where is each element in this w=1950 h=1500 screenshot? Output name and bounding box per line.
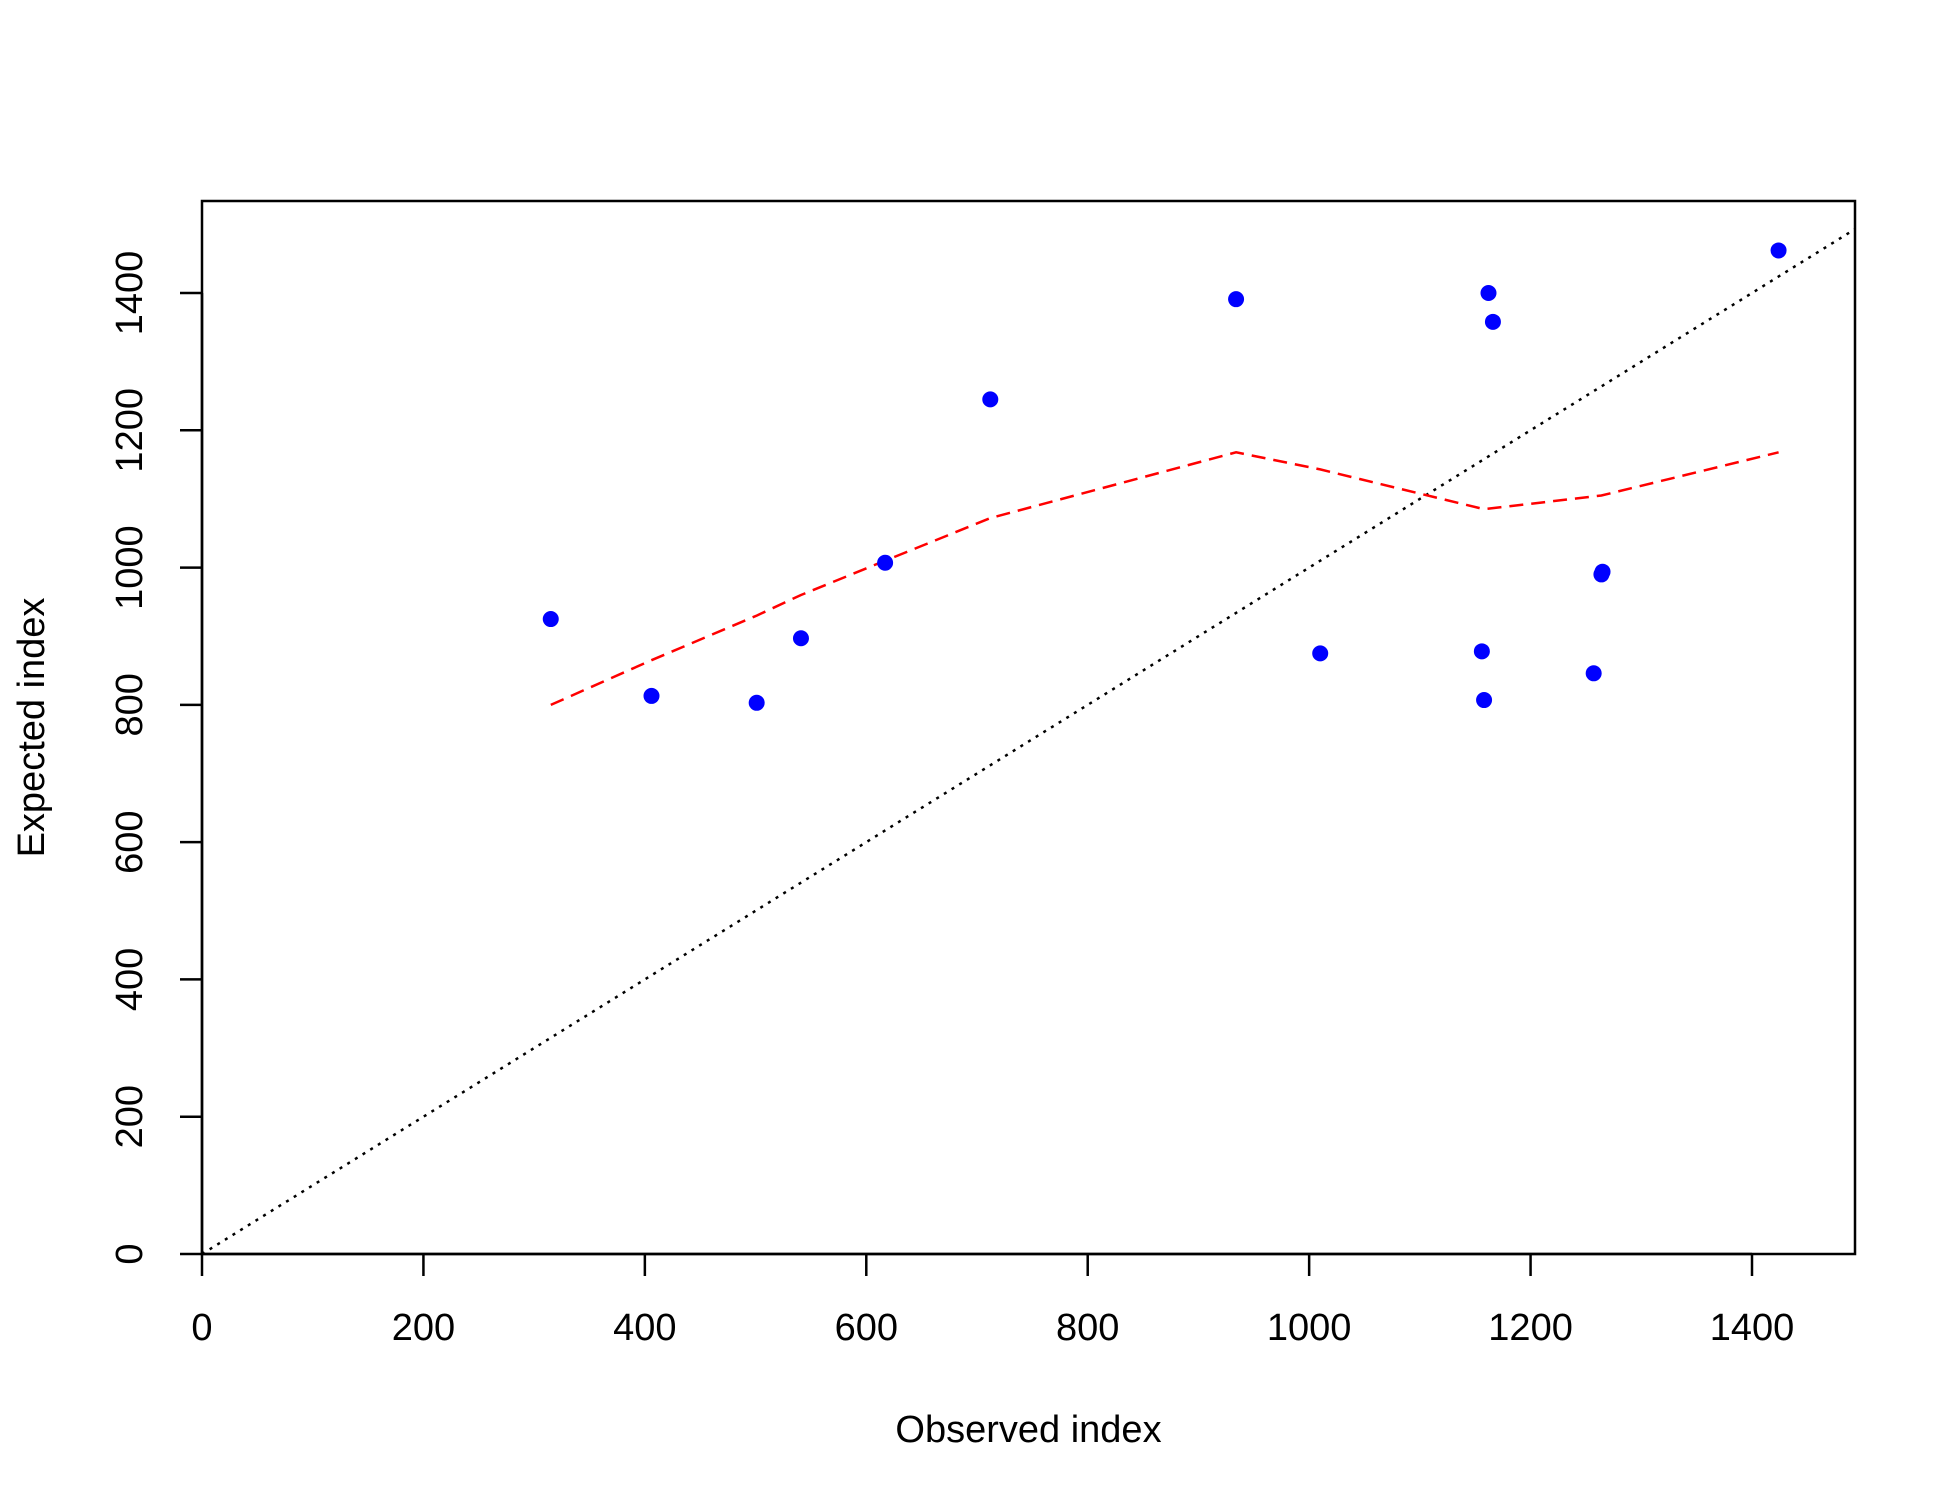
x-axis-title: Observed index [895, 1409, 1161, 1451]
data-point [1312, 645, 1329, 662]
data-point [792, 630, 809, 647]
data-point [1228, 291, 1245, 308]
x-axis: 0 200 400 600 800 1000 1200 1400 [191, 1252, 1795, 1349]
data-point [1476, 692, 1493, 709]
y-tick-label: 0 [109, 1243, 151, 1264]
data-point [1480, 285, 1497, 301]
y-tick-label: 1000 [109, 525, 151, 610]
smooth-line [550, 451, 1779, 707]
x-tick-label: 1000 [1267, 1307, 1352, 1349]
x-tick-label: 1200 [1488, 1307, 1573, 1349]
data-point [643, 687, 660, 704]
x-tick-label: 200 [392, 1307, 455, 1349]
data-point [1594, 563, 1611, 580]
x-tick-label: 400 [613, 1307, 676, 1349]
x-tick-label: 800 [1056, 1307, 1119, 1349]
reference-line [202, 227, 1855, 1254]
data-point [1770, 242, 1787, 259]
x-tick-label: 600 [835, 1307, 898, 1349]
y-tick-label: 200 [109, 1085, 151, 1148]
y-tick-label: 800 [109, 673, 151, 736]
data-point [877, 554, 894, 571]
y-tick-label: 1400 [109, 251, 151, 336]
data-point [1585, 665, 1602, 682]
y-axis-title: Expected index [11, 598, 53, 858]
x-tick-label: 0 [191, 1307, 212, 1349]
x-tick-label: 1400 [1710, 1307, 1795, 1349]
plot-marks [202, 227, 1855, 1254]
data-point [748, 694, 765, 711]
data-point [982, 391, 999, 408]
y-axis: 0 200 400 600 800 1000 1200 1400 [109, 251, 204, 1265]
data-point [1473, 643, 1490, 660]
data-point [542, 611, 559, 628]
y-tick-label: 400 [109, 948, 151, 1011]
y-tick-label: 600 [109, 810, 151, 873]
plot-frame [200, 199, 1857, 1256]
data-point [1484, 313, 1501, 330]
y-tick-label: 1200 [109, 388, 151, 473]
